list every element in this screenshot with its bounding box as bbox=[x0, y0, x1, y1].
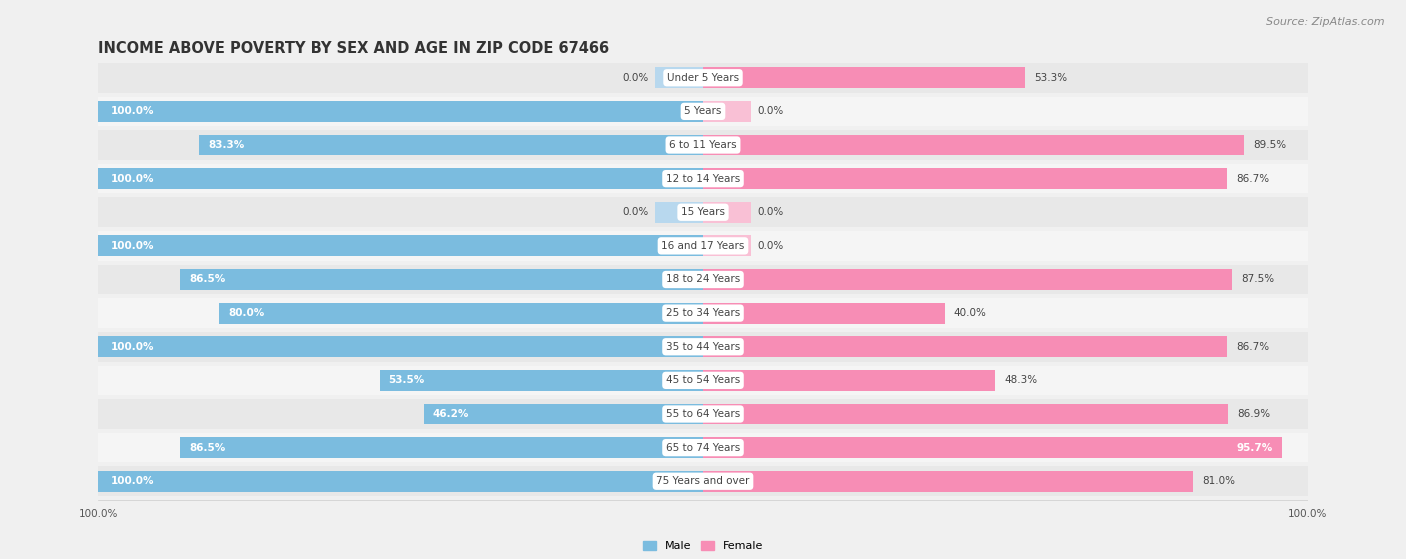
Bar bbox=[98, 471, 703, 492]
Text: 18 to 24 Years: 18 to 24 Years bbox=[666, 274, 740, 285]
Bar bbox=[655, 67, 703, 88]
Bar bbox=[380, 370, 703, 391]
Text: 100.0%: 100.0% bbox=[111, 241, 155, 251]
Bar bbox=[703, 135, 1244, 155]
Text: 6 to 11 Years: 6 to 11 Years bbox=[669, 140, 737, 150]
Text: 86.5%: 86.5% bbox=[188, 274, 225, 285]
Bar bbox=[703, 101, 751, 122]
Text: Under 5 Years: Under 5 Years bbox=[666, 73, 740, 83]
Text: 53.5%: 53.5% bbox=[388, 376, 425, 385]
Text: 65 to 74 Years: 65 to 74 Years bbox=[666, 443, 740, 453]
Legend: Male, Female: Male, Female bbox=[638, 536, 768, 556]
Text: 0.0%: 0.0% bbox=[758, 106, 783, 116]
Text: 0.0%: 0.0% bbox=[758, 241, 783, 251]
Text: 35 to 44 Years: 35 to 44 Years bbox=[666, 342, 740, 352]
Text: 86.7%: 86.7% bbox=[1236, 174, 1270, 183]
Text: 83.3%: 83.3% bbox=[208, 140, 245, 150]
Bar bbox=[98, 130, 1308, 160]
Bar bbox=[98, 399, 1308, 429]
Bar bbox=[180, 437, 703, 458]
Bar bbox=[423, 404, 703, 424]
Text: 55 to 64 Years: 55 to 64 Years bbox=[666, 409, 740, 419]
Text: 0.0%: 0.0% bbox=[623, 73, 648, 83]
Text: Source: ZipAtlas.com: Source: ZipAtlas.com bbox=[1267, 17, 1385, 27]
Text: 46.2%: 46.2% bbox=[433, 409, 470, 419]
Text: 89.5%: 89.5% bbox=[1253, 140, 1286, 150]
Bar bbox=[98, 97, 1308, 126]
Text: 86.9%: 86.9% bbox=[1237, 409, 1271, 419]
Text: 45 to 54 Years: 45 to 54 Years bbox=[666, 376, 740, 385]
Text: 16 and 17 Years: 16 and 17 Years bbox=[661, 241, 745, 251]
Bar bbox=[98, 101, 703, 122]
Bar bbox=[219, 303, 703, 324]
Text: 40.0%: 40.0% bbox=[953, 308, 987, 318]
Bar bbox=[98, 337, 703, 357]
Bar bbox=[98, 63, 1308, 93]
Bar bbox=[98, 332, 1308, 362]
Bar bbox=[703, 269, 1232, 290]
Bar bbox=[703, 168, 1227, 189]
Bar bbox=[200, 135, 703, 155]
Bar bbox=[98, 265, 1308, 294]
Bar bbox=[180, 269, 703, 290]
Bar bbox=[98, 466, 1308, 496]
Text: 100.0%: 100.0% bbox=[111, 106, 155, 116]
Text: 75 Years and over: 75 Years and over bbox=[657, 476, 749, 486]
Bar bbox=[703, 471, 1192, 492]
Bar bbox=[703, 235, 751, 256]
Text: 5 Years: 5 Years bbox=[685, 106, 721, 116]
Text: 25 to 34 Years: 25 to 34 Years bbox=[666, 308, 740, 318]
Bar bbox=[98, 433, 1308, 462]
Bar bbox=[98, 231, 1308, 260]
Text: 81.0%: 81.0% bbox=[1202, 476, 1234, 486]
Text: 100.0%: 100.0% bbox=[111, 476, 155, 486]
Text: 48.3%: 48.3% bbox=[1004, 376, 1038, 385]
Bar bbox=[703, 370, 995, 391]
Bar bbox=[703, 202, 751, 222]
Text: 86.7%: 86.7% bbox=[1236, 342, 1270, 352]
Text: 87.5%: 87.5% bbox=[1241, 274, 1274, 285]
Bar bbox=[98, 299, 1308, 328]
Text: 0.0%: 0.0% bbox=[623, 207, 648, 217]
Text: 100.0%: 100.0% bbox=[111, 174, 155, 183]
Text: 15 Years: 15 Years bbox=[681, 207, 725, 217]
Bar bbox=[703, 437, 1282, 458]
Text: 86.5%: 86.5% bbox=[188, 443, 225, 453]
Bar bbox=[655, 202, 703, 222]
Text: 12 to 14 Years: 12 to 14 Years bbox=[666, 174, 740, 183]
Text: INCOME ABOVE POVERTY BY SEX AND AGE IN ZIP CODE 67466: INCOME ABOVE POVERTY BY SEX AND AGE IN Z… bbox=[98, 41, 610, 56]
Text: 95.7%: 95.7% bbox=[1236, 443, 1272, 453]
Text: 0.0%: 0.0% bbox=[758, 207, 783, 217]
Bar bbox=[98, 197, 1308, 227]
Bar bbox=[98, 235, 703, 256]
Text: 100.0%: 100.0% bbox=[111, 342, 155, 352]
Bar bbox=[98, 168, 703, 189]
Bar bbox=[703, 404, 1229, 424]
Bar bbox=[703, 303, 945, 324]
Bar bbox=[703, 337, 1227, 357]
Text: 80.0%: 80.0% bbox=[228, 308, 264, 318]
Bar bbox=[703, 67, 1025, 88]
Text: 53.3%: 53.3% bbox=[1035, 73, 1067, 83]
Bar bbox=[98, 164, 1308, 193]
Bar bbox=[98, 366, 1308, 395]
